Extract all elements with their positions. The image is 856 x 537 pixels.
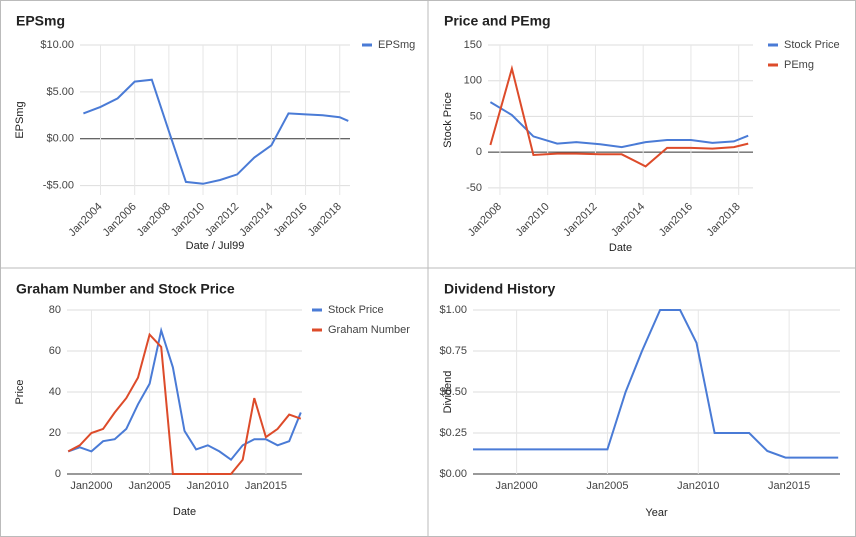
- x-tick-label: Jan2010: [677, 480, 719, 492]
- x-axis-title: Date: [609, 242, 632, 254]
- x-tick-label: Jan2018: [705, 201, 743, 239]
- x-tick-label: Jan2014: [237, 201, 275, 239]
- legend-label: PEmg: [784, 59, 814, 71]
- x-tick-label: Jan2015: [245, 480, 287, 492]
- x-axis-title: Year: [645, 507, 668, 519]
- series-line: [489, 101, 749, 149]
- chart-panel: Price and PEmg -50 0 50 100 150 Jan2008 Jan2010…: [442, 13, 840, 254]
- y-tick-label: 20: [49, 427, 61, 439]
- y-axis-title: Price: [14, 379, 26, 404]
- x-tick-label: Jan2000: [495, 480, 537, 492]
- y-tick-label: $1.00: [439, 304, 467, 316]
- y-tick-label: $5.00: [46, 86, 74, 98]
- x-tick-label: Jan2012: [561, 201, 599, 239]
- chart-title: Price and PEmg: [444, 13, 551, 29]
- x-axis-title: Date: [173, 506, 196, 518]
- y-tick-label: 0: [55, 468, 61, 480]
- x-tick-label: Jan2010: [187, 480, 229, 492]
- x-tick-label: Jan2010: [169, 201, 207, 239]
- series-line: [83, 78, 349, 185]
- x-tick-label: Jan2004: [66, 201, 104, 239]
- x-tick-label: Jan2014: [609, 201, 647, 239]
- x-tick-label: Jan2006: [101, 201, 139, 239]
- legend-label: Stock Price: [328, 304, 384, 316]
- chart-title: Dividend History: [444, 281, 555, 297]
- y-tick-label: 150: [464, 39, 482, 51]
- x-tick-label: Jan2008: [135, 201, 173, 239]
- x-tick-label: Jan2005: [586, 480, 628, 492]
- x-tick-label: Jan2012: [203, 201, 241, 239]
- y-tick-label: 40: [49, 386, 61, 398]
- chart-panel: Graham Number and Stock Price 0 20 40 60 80 Ja…: [14, 281, 410, 518]
- x-tick-label: Jan2018: [306, 201, 344, 239]
- series-line: [489, 64, 749, 168]
- x-tick-label: Jan2015: [768, 480, 810, 492]
- chart-title: Graham Number and Stock Price: [16, 281, 235, 297]
- y-tick-label: -$5.00: [43, 180, 74, 192]
- series-line: [67, 332, 302, 475]
- y-tick-label: $10.00: [40, 39, 74, 51]
- y-tick-label: 50: [470, 110, 482, 122]
- series-line: [67, 326, 302, 462]
- y-tick-label: -50: [466, 182, 482, 194]
- legend-label: EPSmg: [378, 39, 415, 51]
- chart-panel: Dividend History $0.00 $0.25 $0.50 $0.75 $1.0…: [439, 281, 840, 519]
- y-tick-label: $0.00: [46, 133, 74, 145]
- y-tick-label: $0.25: [439, 427, 467, 439]
- x-tick-label: Jan2008: [466, 201, 504, 239]
- x-tick-label: Jan2000: [70, 480, 112, 492]
- y-tick-label: $0.00: [439, 468, 467, 480]
- legend-label: Stock Price: [784, 39, 840, 51]
- y-tick-label: 60: [49, 345, 61, 357]
- y-tick-label: $0.75: [439, 345, 467, 357]
- y-tick-label: 100: [464, 75, 482, 87]
- y-tick-label: $0.50: [439, 386, 467, 398]
- x-tick-label: Jan2016: [657, 201, 695, 239]
- y-tick-label: 80: [49, 304, 61, 316]
- x-tick-label: Jan2005: [128, 480, 170, 492]
- chart-title: EPSmg: [16, 13, 65, 29]
- x-tick-label: Jan2016: [271, 201, 309, 239]
- chart-panel: EPSmg-$5.00$0.00$5.00$10.00Jan2004Jan200…: [14, 13, 415, 252]
- y-axis-title: Stock Price: [442, 92, 454, 148]
- series-line: [473, 309, 839, 459]
- x-axis-title: Date / Jul99: [186, 240, 245, 252]
- y-tick-label: 0: [476, 146, 482, 158]
- legend-label: Graham Number: [328, 324, 410, 336]
- y-axis-title: EPSmg: [14, 101, 26, 138]
- y-axis-title: Dividend: [442, 371, 454, 414]
- x-tick-label: Jan2010: [514, 201, 552, 239]
